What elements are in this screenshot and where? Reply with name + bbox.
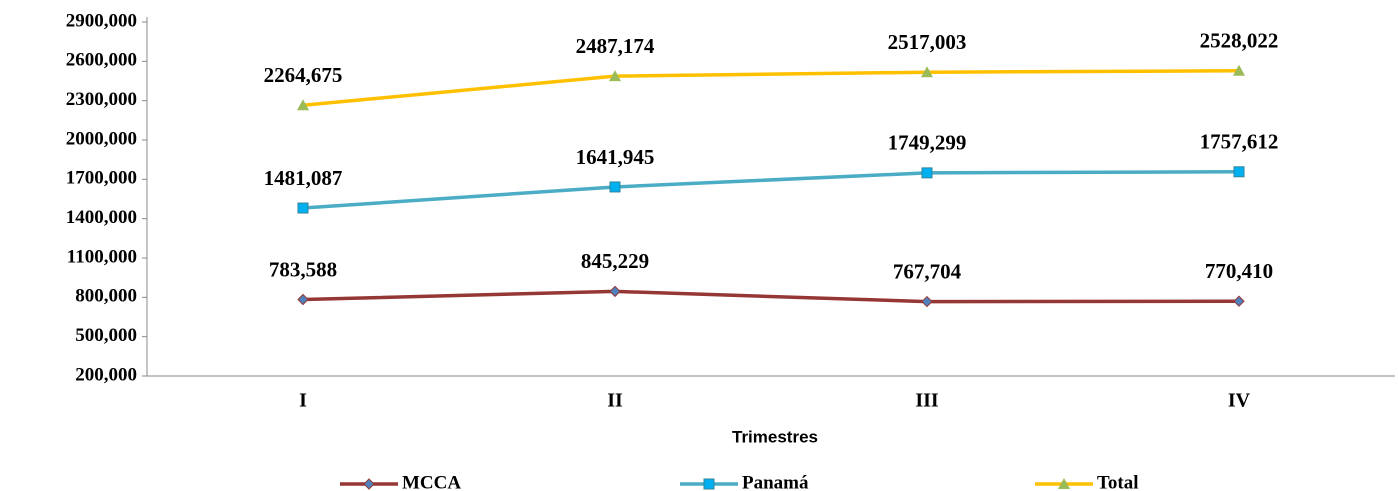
point bbox=[609, 70, 621, 82]
y-tick-label: 1100,000 bbox=[67, 246, 137, 267]
legend-label: MCCA bbox=[402, 472, 461, 491]
data-label: 770,410 bbox=[1205, 259, 1273, 283]
y-tick-label: 2000,000 bbox=[66, 128, 137, 149]
x-axis-title: Trimestres bbox=[732, 427, 818, 446]
legend-marker bbox=[1058, 478, 1070, 489]
point bbox=[297, 99, 309, 111]
y-tick-label: 500,000 bbox=[75, 325, 137, 346]
y-tick-label: 1700,000 bbox=[66, 168, 137, 189]
y-tick-label: 200,000 bbox=[75, 364, 137, 385]
y-tick-label: 1400,000 bbox=[66, 207, 137, 228]
point bbox=[1233, 64, 1245, 76]
data-label: 2264,675 bbox=[264, 63, 343, 87]
data-label: 767,704 bbox=[893, 259, 962, 283]
y-tick-label: 2900,000 bbox=[66, 10, 137, 31]
point bbox=[921, 66, 933, 78]
data-label: 2487,174 bbox=[576, 34, 655, 58]
legend-marker bbox=[363, 478, 375, 490]
data-label: 2528,022 bbox=[1200, 29, 1279, 53]
data-label: 783,588 bbox=[269, 257, 337, 281]
series-line bbox=[302, 69, 1240, 108]
legend-label: Panamá bbox=[742, 472, 809, 491]
point bbox=[609, 285, 621, 298]
point bbox=[1233, 295, 1245, 307]
x-tick-label: II bbox=[607, 390, 623, 412]
data-label: 845,229 bbox=[581, 249, 649, 273]
series-line bbox=[302, 289, 1240, 304]
x-tick-label: I bbox=[299, 390, 307, 412]
data-label: 2517,003 bbox=[888, 30, 967, 54]
point bbox=[1233, 166, 1245, 178]
legend-label: Total bbox=[1097, 472, 1139, 491]
point bbox=[297, 293, 309, 306]
legend-marker bbox=[703, 478, 715, 490]
data-label: 1749,299 bbox=[888, 131, 967, 155]
x-tick-label: IV bbox=[1228, 390, 1251, 412]
point bbox=[921, 167, 933, 179]
series-line bbox=[302, 170, 1240, 210]
data-label: 1757,612 bbox=[1200, 130, 1279, 154]
y-tick-label: 2300,000 bbox=[66, 89, 137, 110]
x-tick-label: III bbox=[915, 390, 939, 412]
y-tick-label: 800,000 bbox=[75, 286, 137, 307]
data-label: 1481,087 bbox=[264, 166, 343, 190]
point bbox=[609, 181, 621, 193]
point bbox=[297, 202, 309, 214]
y-tick-label: 2600,000 bbox=[66, 50, 137, 71]
point bbox=[921, 295, 933, 308]
data-label: 1641,945 bbox=[576, 145, 655, 169]
